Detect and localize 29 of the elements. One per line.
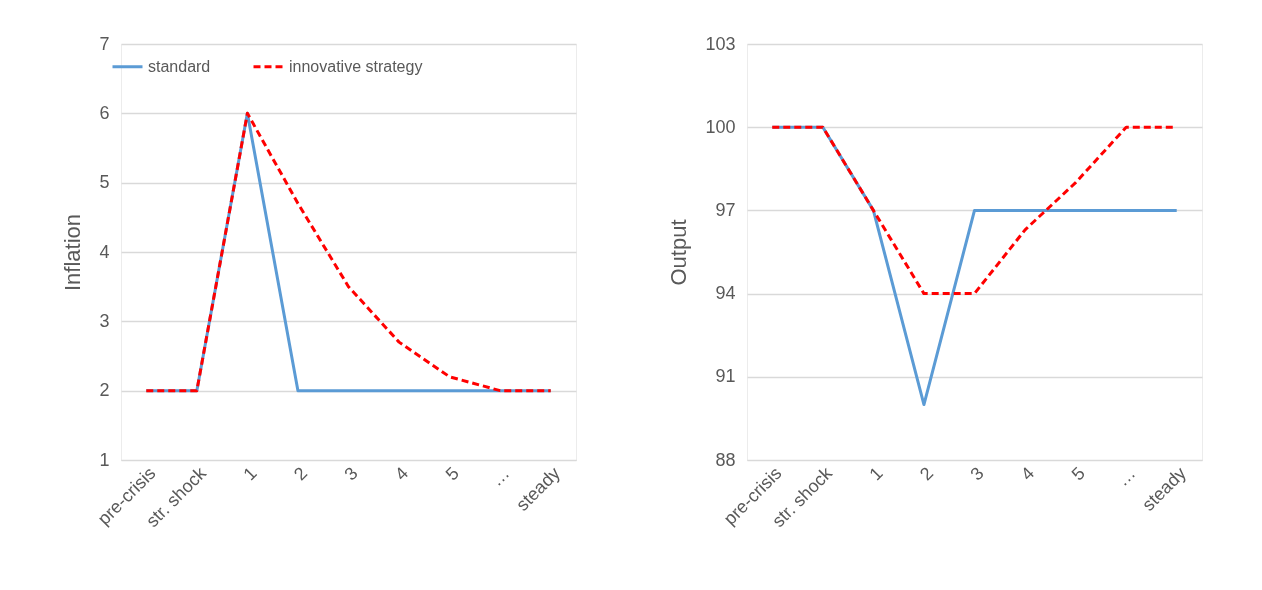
y-tick-label: 97 <box>715 199 736 220</box>
y-tick-label: 6 <box>99 102 110 123</box>
x-tick-label: 4 <box>391 463 413 485</box>
y-tick-label: 100 <box>705 116 736 137</box>
x-tick-label: … <box>1112 463 1140 490</box>
y-tick-label: 1 <box>99 449 110 470</box>
legend-label: standard <box>148 57 211 75</box>
y-tick-label: 3 <box>99 310 110 331</box>
x-tick-label: 3 <box>340 463 362 485</box>
x-tick-label: 2 <box>289 463 312 485</box>
legend-label: innovative strategy <box>289 57 423 75</box>
y-tick-label: 7 <box>99 33 110 54</box>
y-axis-title: Output <box>666 219 692 286</box>
y-tick-label: 2 <box>99 380 110 401</box>
x-tick-label: 4 <box>1017 463 1039 485</box>
x-tick-label: 1 <box>865 463 887 485</box>
x-tick-label: 1 <box>239 463 261 485</box>
x-tick-label: 3 <box>966 463 988 485</box>
y-tick-label: 94 <box>715 283 736 304</box>
y-tick-label: 5 <box>99 172 110 193</box>
x-tick-label: … <box>486 463 514 490</box>
y-tick-label: 4 <box>99 241 110 262</box>
x-tick-label: 5 <box>1067 463 1089 485</box>
x-tick-label: 2 <box>915 463 938 485</box>
y-axis-title: Inflation <box>60 213 86 292</box>
x-tick-label: 5 <box>441 463 463 485</box>
y-tick-label: 103 <box>705 33 736 54</box>
y-tick-label: 88 <box>715 449 736 470</box>
y-tick-label: 91 <box>715 366 736 387</box>
